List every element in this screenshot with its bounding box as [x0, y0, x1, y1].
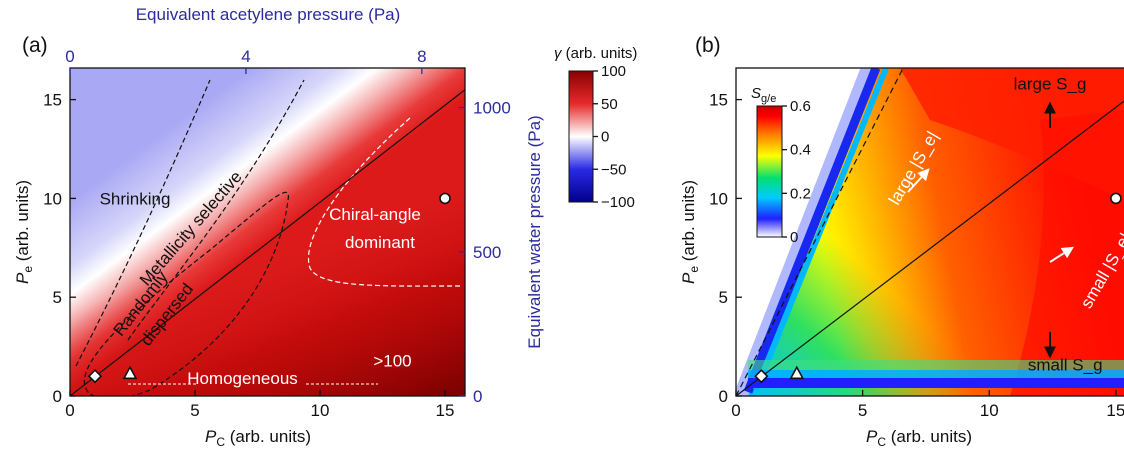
b-ytick-label: 15 [709, 91, 728, 110]
a-y2tick-label: 500 [473, 243, 501, 262]
b-circle-marker [1110, 192, 1122, 205]
a-diagonal-line [69, 89, 466, 397]
a-triangle-marker [122, 365, 138, 380]
panel-a-heatmap [70, 68, 465, 396]
a-xtick-label: 15 [436, 401, 455, 420]
panel-b-frame [735, 67, 1124, 397]
cb-a-tick-label: −100 [601, 194, 635, 211]
chiral-boundary [308, 117, 461, 287]
a-xtick-label: 5 [190, 401, 199, 420]
a-y2tick-label: 0 [473, 387, 482, 406]
a-region-label: Chiral-angle [329, 205, 421, 224]
panel-b-heatmap [736, 68, 1124, 396]
b-xtick-label: 0 [731, 401, 740, 420]
a-ytick-label: 15 [43, 91, 62, 110]
b-ytick-label: 10 [709, 189, 728, 208]
b-ytick-label: 5 [719, 288, 728, 307]
cb-b-tick-label: 0.4 [790, 142, 811, 159]
cb-a-tick-label: 50 [601, 96, 618, 113]
a-diamond-marker [87, 369, 103, 384]
a-y2tick-label: 1000 [473, 99, 511, 118]
b-dashed-line [735, 67, 904, 397]
cb-a-tick-label: 0 [601, 129, 609, 146]
a-ytick-label: 10 [43, 189, 62, 208]
cb-a-tick-label: 100 [601, 63, 626, 80]
cb-b-tick-label: 0.2 [790, 185, 811, 202]
arrow-large-se [907, 168, 930, 193]
panel-a-xlabel: PC (arb. units) [205, 427, 311, 449]
a-ytick-label: 0 [53, 387, 62, 406]
a-region-label: Homogeneous [187, 369, 298, 388]
a-region-label: dominant [345, 233, 415, 252]
panel-a-colorbar: γ (arb. units) 100 50 0 −50 −100 [554, 45, 637, 211]
panel-b-label: (b) [695, 34, 721, 57]
cb-a-tick-label: −50 [601, 161, 626, 178]
panel-a-label: (a) [22, 34, 48, 57]
b-xtick-label: 5 [858, 401, 867, 420]
b-xtick-label: 10 [980, 401, 999, 420]
b-diamond-marker [754, 369, 769, 384]
panel-a-top-axis-label: Equivalent acetylene pressure (Pa) [136, 5, 401, 24]
colorbar-a-title: γ (arb. units) [554, 45, 637, 62]
b-ytick-label: 0 [719, 387, 728, 406]
cb-b-tick-label: 0.6 [790, 98, 811, 115]
dispersed-boundary [83, 191, 290, 396]
colorbar-b-title: Sg/e [751, 85, 776, 105]
a-xtick-label: 0 [65, 401, 74, 420]
arrow-small-se [1049, 246, 1075, 263]
panel-b-ylabel: Pe (arb. units) [679, 180, 701, 284]
a-region-label: Shrinking [100, 189, 171, 208]
b-triangle-marker [789, 365, 805, 380]
b-xtick-label: 15 [1106, 401, 1124, 420]
colorbar-a-scale [568, 70, 594, 203]
colorbar-b-scale [756, 105, 783, 238]
a-x2tick-label: 4 [241, 47, 250, 66]
a-circle-marker [439, 192, 451, 205]
b-annotation: small S_g [1028, 355, 1103, 374]
panel-b-xlabel: PC (arb. units) [866, 427, 972, 449]
panel-b-colorbar: Sg/e 0.6 0.4 0.2 0 [751, 85, 811, 246]
b-diagonal-line [735, 100, 1124, 397]
a-x2tick-label: 8 [417, 47, 426, 66]
b-annotation: large S_g [1014, 75, 1087, 94]
a-x2tick-label: 0 [65, 47, 74, 66]
panel-a-right-axis-label: Equivalent water pressure (Pa) [525, 115, 544, 348]
a-region-label: >100 [373, 351, 411, 370]
shrinking-boundary [75, 79, 211, 367]
cb-b-tick-label: 0 [790, 229, 798, 246]
panel-a-ylabel: Pe (arb. units) [13, 180, 35, 284]
a-ytick-label: 5 [53, 288, 62, 307]
panel-a-frame [69, 67, 466, 397]
a-xtick-label: 10 [311, 401, 330, 420]
